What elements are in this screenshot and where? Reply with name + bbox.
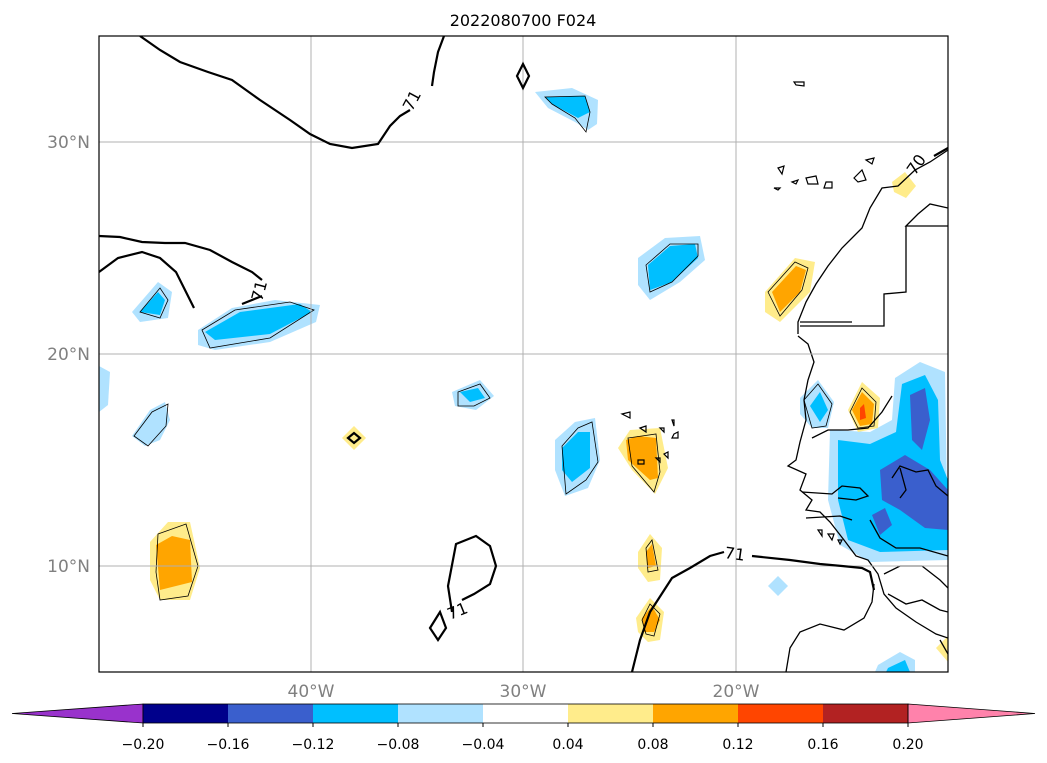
longitude-labels: 40°W 30°W 20°W bbox=[288, 682, 760, 702]
contour-label: 71 bbox=[723, 543, 746, 565]
colorbar-tick-label: −0.08 bbox=[377, 737, 420, 753]
negative-anomaly-area bbox=[648, 244, 698, 290]
colorbar-swatch bbox=[398, 704, 483, 723]
height-contours bbox=[99, 36, 948, 672]
positive-anomaly-area bbox=[642, 606, 660, 632]
lon-label: 40°W bbox=[288, 682, 335, 702]
lat-label: 10°N bbox=[47, 557, 90, 577]
colorbar-swatch bbox=[738, 704, 823, 723]
lon-label: 20°W bbox=[713, 682, 760, 702]
negative-anomaly-area bbox=[99, 366, 110, 412]
map-frame bbox=[98, 35, 949, 673]
colorbar-tick-label: 0.04 bbox=[552, 737, 583, 753]
negative-anomaly-area bbox=[910, 388, 930, 450]
latitude-labels: 30°N 20°N 10°N bbox=[47, 133, 90, 577]
negative-anomaly-area bbox=[810, 392, 828, 422]
colorbar-tick-label: 0.08 bbox=[637, 737, 668, 753]
colorbar-tick-labels: −0.20 −0.16 −0.12 −0.08 −0.04 0.04 0.08 0.12 0.1… bbox=[122, 723, 924, 753]
colorbar bbox=[11, 703, 1036, 724]
negative-anomaly-area bbox=[545, 96, 590, 118]
colorbar-tick-label: −0.20 bbox=[122, 737, 165, 753]
contour-label: 71 bbox=[248, 278, 272, 303]
positive-anomaly-area bbox=[860, 404, 866, 420]
negative-anomaly-area bbox=[880, 455, 948, 530]
negative-anomaly-area bbox=[562, 432, 590, 482]
colorbar-tick-label: −0.12 bbox=[292, 737, 335, 753]
negative-anomaly-area bbox=[768, 576, 788, 596]
negative-anomaly-area bbox=[140, 292, 165, 315]
colorbar-tick-label: 0.16 bbox=[807, 737, 838, 753]
colorbar-swatch bbox=[483, 704, 568, 723]
negative-anomaly-area bbox=[872, 508, 892, 535]
colorbar-extension-high bbox=[907, 703, 1036, 724]
colorbar-tick-label: −0.04 bbox=[462, 737, 505, 753]
map-panel: 71 71 71 71 70 bbox=[98, 35, 949, 673]
positive-anomaly-area bbox=[772, 266, 806, 312]
colorbar-tick-label: 0.20 bbox=[892, 737, 923, 753]
map-title: 2022080700 F024 bbox=[450, 11, 597, 30]
colorbar-extension-low bbox=[11, 703, 144, 724]
positive-anomaly-area bbox=[646, 544, 656, 568]
lat-label: 20°N bbox=[47, 345, 90, 365]
gridlines bbox=[99, 36, 948, 672]
colorbar-swatch bbox=[568, 704, 653, 723]
positive-anomaly-area bbox=[156, 536, 192, 590]
islands bbox=[620, 81, 875, 546]
negative-anomaly-area bbox=[132, 402, 170, 446]
positive-anomaly-area bbox=[626, 436, 658, 480]
shaded-anomaly-areas bbox=[99, 88, 948, 672]
positive-anomaly-area bbox=[342, 426, 366, 450]
positive-anomaly-area bbox=[936, 636, 948, 662]
coastlines bbox=[785, 149, 948, 672]
negative-anomaly-area bbox=[886, 660, 910, 672]
negative-anomaly-area bbox=[460, 388, 485, 402]
negative-anomaly-area bbox=[205, 304, 312, 340]
colorbar-tick-label: 0.12 bbox=[722, 737, 753, 753]
colorbar-swatch bbox=[653, 704, 738, 723]
colorbar-swatch bbox=[313, 704, 398, 723]
colorbar-swatch bbox=[143, 704, 228, 723]
lon-label: 30°W bbox=[500, 682, 547, 702]
colorbar-tick-label: −0.16 bbox=[207, 737, 250, 753]
positive-anomaly-area bbox=[892, 172, 916, 198]
colorbar-swatch bbox=[823, 704, 908, 723]
colorbar-frame bbox=[142, 703, 909, 724]
lat-label: 30°N bbox=[47, 133, 90, 153]
colorbar-swatch bbox=[228, 704, 313, 723]
